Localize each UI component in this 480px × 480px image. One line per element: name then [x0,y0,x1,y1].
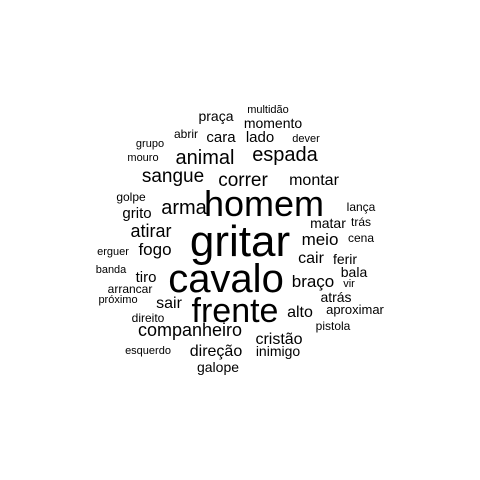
word-lado: lado [246,129,274,146]
word-praça: praça [198,108,233,124]
word-correr: correr [218,170,268,191]
word-direção: direção [190,343,243,360]
word-atrás: atrás [320,289,351,305]
word-banda: banda [96,264,127,276]
word-montar: montar [289,172,339,189]
word-esquerdo: esquerdo [125,345,171,357]
word-animal: animal [176,147,235,169]
word-momento: momento [244,115,303,131]
word-meio: meio [302,230,339,249]
word-frente: frente [192,292,279,330]
word-próximo: próximo [98,294,137,306]
word-arma: arma [161,197,207,219]
word-mouro: mouro [127,152,158,164]
word-bala: bala [341,264,368,280]
word-cristão: cristão [255,331,302,348]
word-grupo: grupo [136,138,164,150]
word-abrir: abrir [174,127,198,141]
word-cara: cara [206,129,236,146]
word-galope: galope [197,359,239,375]
word-sangue: sangue [142,166,204,187]
word-espada: espada [252,144,318,166]
word-cavalo: cavalo [168,257,284,301]
word-ferir: ferir [333,251,357,267]
word-erguer: erguer [97,246,129,258]
word-fogo: fogo [138,240,171,259]
word-golpe: golpe [116,190,146,204]
word-atirar: atirar [130,221,171,241]
word-pistola: pistola [316,319,351,333]
word-alto: alto [287,304,313,321]
word-tiro: tiro [136,269,157,286]
word-arrancar: arrancar [108,282,153,296]
word-inimigo: inimigo [256,343,301,359]
word-grito: grito [122,205,151,222]
word-aproximar: aproximar [326,302,384,317]
word-dever: dever [292,133,320,145]
word-cena: cena [348,231,374,245]
word-trás: trás [351,215,371,229]
word-matar: matar [310,215,346,231]
word-companheiro: companheiro [138,320,242,340]
word-braço: braço [292,272,335,291]
word-vir: vir [343,278,355,290]
word-cair: cair [298,250,324,267]
word-sair: sair [156,295,182,312]
word-lança: lança [347,200,376,214]
word-gritar: gritar [190,217,290,266]
word-multidão: multidão [247,104,289,116]
word-direito: direito [132,311,165,325]
word-homem: homem [204,183,324,224]
